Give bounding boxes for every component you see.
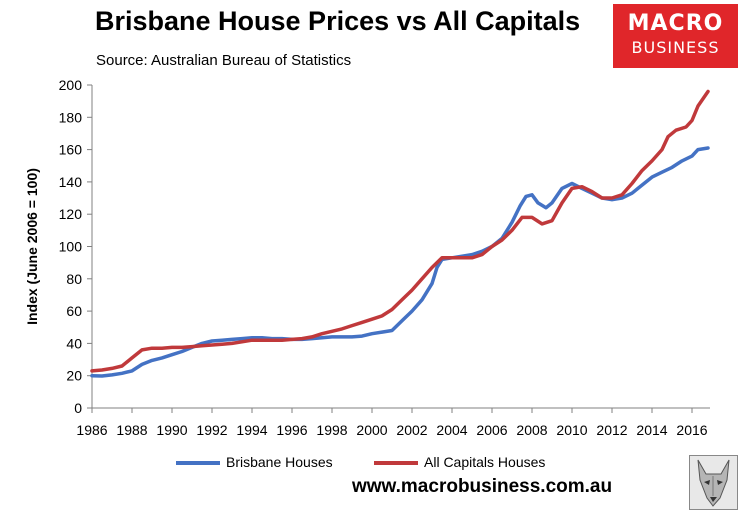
chart-title: Brisbane House Prices vs All Capitals [95,6,581,36]
x-tick-label: 1988 [116,422,147,438]
x-tick-label: 1994 [236,422,267,438]
logo-line-1: MACRO [627,11,724,36]
y-tick-label: 80 [66,271,82,287]
legend-item-all-capitals: All Capitals Houses [374,454,545,470]
y-tick-label: 180 [59,109,83,125]
legend-swatch-all-capitals [374,461,418,466]
chart-subtitle: Source: Australian Bureau of Statistics [96,52,352,69]
y-tick-label: 60 [66,303,82,319]
x-tick-label: 2012 [596,422,627,438]
y-tick-label: 0 [74,400,82,416]
y-tick-label: 120 [59,206,83,222]
x-tick-label: 1996 [276,422,307,438]
x-tick-label: 2016 [676,422,707,438]
x-tick-label: 1986 [76,422,107,438]
y-tick-label: 160 [59,142,83,158]
x-tick-label: 2006 [476,422,507,438]
y-tick-label: 40 [66,335,82,351]
legend-swatch-brisbane [176,461,220,466]
legend-label-brisbane: Brisbane Houses [226,454,333,470]
y-tick-label: 100 [59,239,83,255]
macrobusiness-logo[interactable]: MACRO BUSINESS [613,4,738,68]
logo-line-2: BUSINESS [631,38,720,57]
x-tick-label: 1992 [196,422,227,438]
x-tick-label: 2000 [356,422,387,438]
y-axis-label: Index (June 2006 = 100) [24,168,40,325]
website-link[interactable]: www.macrobusiness.com.au [352,476,613,497]
x-tick-label: 2008 [516,422,547,438]
x-tick-label: 1990 [156,422,187,438]
y-tick-label: 20 [66,368,82,384]
x-tick-label: 2002 [396,422,427,438]
series-line-brisbane [90,146,710,378]
wolf-head-icon [689,455,738,510]
legend-label-all-capitals: All Capitals Houses [424,454,546,470]
x-tick-label: 2004 [436,422,467,438]
x-tick-label: 1998 [316,422,347,438]
y-tick-label: 200 [59,77,83,93]
x-tick-label: 2010 [556,422,587,438]
x-tick-label: 2014 [636,422,667,438]
legend-item-brisbane: Brisbane Houses [176,454,333,470]
y-tick-label: 140 [59,174,83,190]
series-line-all-capitals [90,89,710,373]
